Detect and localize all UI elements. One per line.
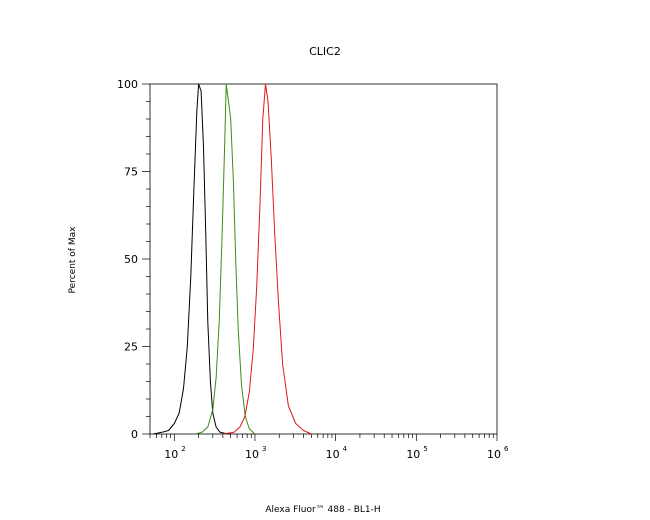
histogram-series-line [194, 83, 256, 435]
x-tick-label-base: 10 [406, 448, 420, 461]
histogram-series-line [153, 83, 231, 435]
x-tick-label-base: 10 [245, 448, 259, 461]
y-tick-label: 75 [124, 166, 138, 179]
y-axis-ticks: 0 25 50 75 100 [117, 78, 150, 441]
y-tick-label: 100 [117, 78, 138, 91]
x-tick-label-exponent: 2 [181, 445, 185, 453]
y-tick-label: 0 [131, 428, 138, 441]
x-tick-label-exponent: 4 [343, 445, 348, 453]
x-tick-label-exponent: 6 [504, 445, 509, 453]
x-tick-label-base: 10 [326, 448, 340, 461]
chart-title: CLIC2 [309, 45, 341, 58]
y-tick-label: 25 [124, 341, 138, 354]
series-layer [153, 83, 312, 435]
x-axis-ticks: 10 2 10 3 10 4 10 5 10 6 [149, 434, 509, 461]
plot-frame [149, 83, 498, 435]
x-tick-label-exponent: 3 [262, 445, 266, 453]
x-tick-label-exponent: 5 [423, 445, 427, 453]
y-tick-label: 50 [124, 253, 138, 266]
x-tick-label-base: 10 [164, 448, 178, 461]
x-axis-label: Alexa Fluor™ 488 - BL1-H [265, 505, 380, 515]
x-tick-label-base: 10 [487, 448, 501, 461]
histogram-series-line [222, 83, 312, 435]
y-axis-label: Percent of Max [68, 226, 78, 294]
